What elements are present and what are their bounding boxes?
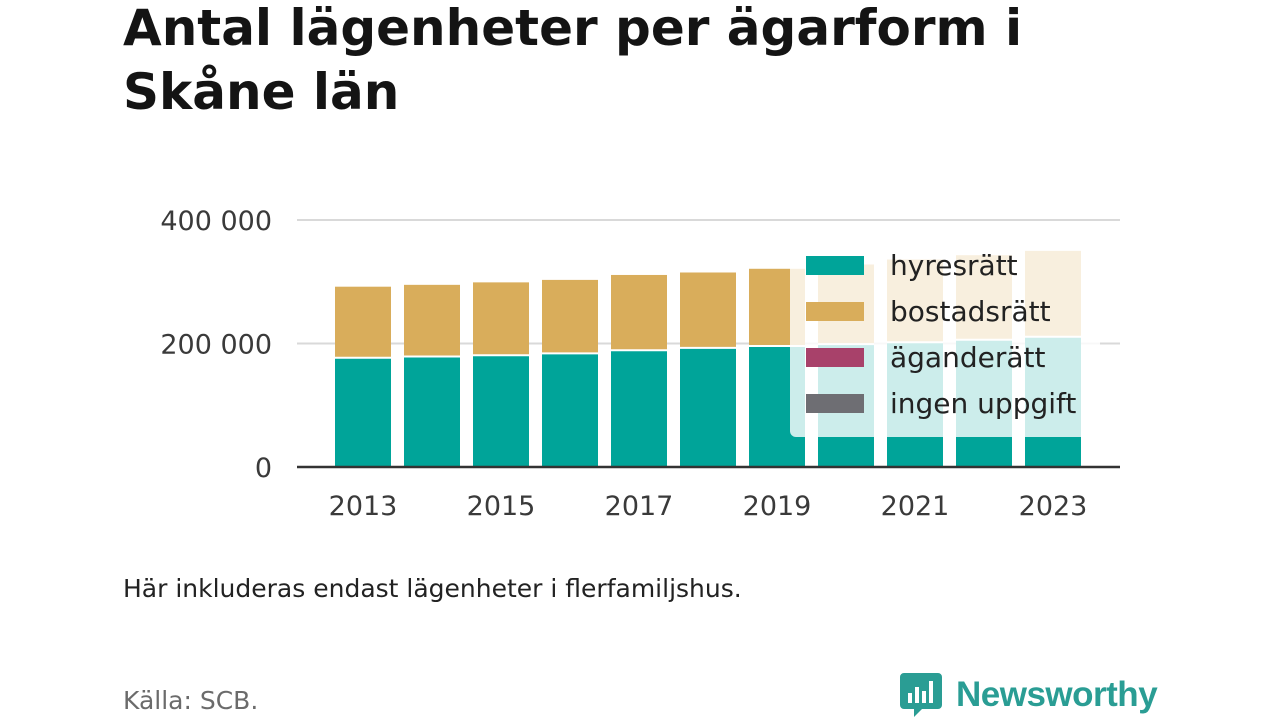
legend-swatch	[806, 256, 864, 275]
bar-segment	[542, 279, 598, 354]
x-tick-label: 2017	[605, 491, 674, 522]
legend-label: hyresrätt	[890, 249, 1018, 282]
bar-segment	[611, 350, 667, 467]
bar-segment	[680, 272, 736, 348]
chart-title: Antal lägenheter per ägarform i Skåne lä…	[123, 0, 1023, 121]
x-tick-label: 2023	[1019, 491, 1088, 522]
bar-segment	[404, 356, 460, 467]
bar-segment	[680, 347, 736, 467]
legend: hyresrätt bostadsrätt äganderätt ingen uppg…	[790, 240, 1100, 437]
legend-label: äganderätt	[890, 341, 1045, 374]
newsworthy-logo: Newsworthy	[900, 670, 1158, 720]
x-tick-label: 2015	[467, 491, 536, 522]
source-credit: Källa: SCB.	[123, 686, 259, 715]
x-tick-label: 2021	[881, 491, 950, 522]
x-axis-labels: 2013 2015 2017 2019 2021 2023	[329, 491, 1088, 522]
bar-segment	[473, 355, 529, 467]
y-tick-label: 400 000	[160, 206, 272, 237]
legend-swatch	[806, 394, 864, 413]
legend-swatch	[806, 302, 864, 321]
y-axis-labels: 0 200 000 400 000	[160, 206, 272, 484]
newsworthy-logo-icon	[900, 673, 942, 717]
bar-segment	[404, 284, 460, 357]
chart-note: Här inkluderas endast lägenheter i flerf…	[123, 574, 742, 603]
legend-label: ingen uppgift	[890, 387, 1076, 420]
x-tick-label: 2019	[743, 491, 812, 522]
brand-name: Newsworthy	[956, 675, 1158, 714]
bar-segment	[473, 282, 529, 356]
legend-background	[790, 240, 1100, 437]
legend-label: bostadsrätt	[890, 295, 1051, 328]
y-tick-label: 200 000	[160, 330, 272, 361]
x-tick-label: 2013	[329, 491, 398, 522]
legend-swatch	[806, 348, 864, 367]
bar-segment	[542, 353, 598, 467]
y-tick-label: 0	[255, 453, 272, 484]
bar-segment	[335, 357, 391, 467]
bar-segment	[611, 274, 667, 351]
bar-segment	[335, 286, 391, 358]
